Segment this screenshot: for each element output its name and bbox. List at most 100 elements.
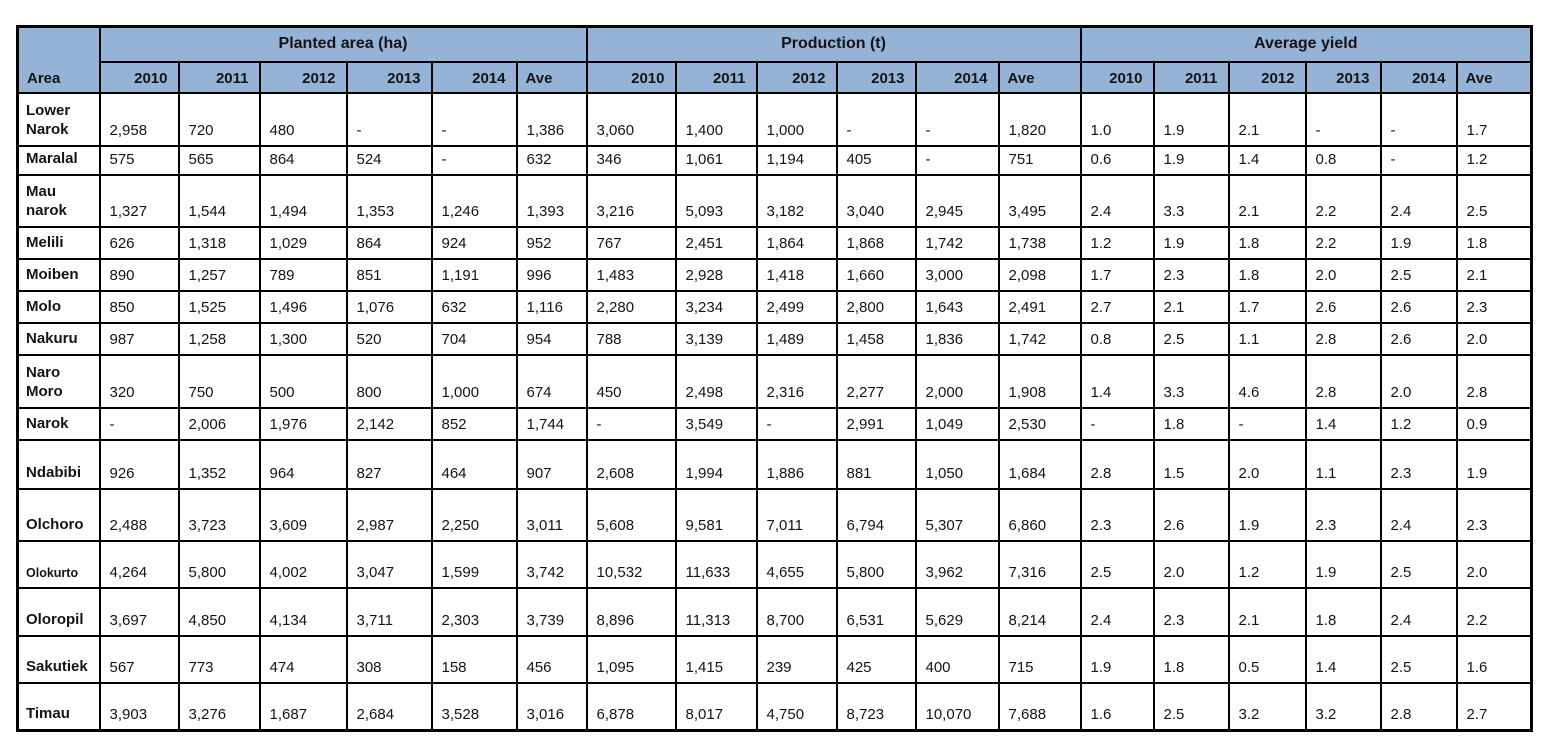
data-cell: -: [914, 91, 1000, 147]
column-header-2010: 2010: [585, 60, 677, 94]
data-cell: 0.8: [1079, 321, 1155, 356]
data-cell: 1.8: [1152, 406, 1230, 441]
data-cell: 8,723: [835, 681, 917, 732]
data-cell: 1,415: [674, 634, 758, 684]
data-cell: 6,878: [585, 681, 677, 732]
data-cell: 2,488: [98, 487, 180, 542]
table-row: Olokurto 4,264 5,800 4,002 3,047 1,599 3,742 10…: [16, 539, 1533, 589]
data-cell: 1.9: [1152, 225, 1230, 260]
data-cell: 750: [177, 353, 261, 409]
data-cell: 1,246: [430, 173, 518, 228]
area-cell: Melili: [16, 225, 101, 260]
data-cell: 954: [515, 321, 588, 356]
data-cell: 2,958: [98, 91, 180, 147]
data-cell: 2,498: [674, 353, 758, 409]
data-cell: 3,182: [755, 173, 838, 228]
data-cell: 0.9: [1455, 406, 1533, 441]
crop-statistics-table-container: Area Planted area (ha) Production (t) Av…: [16, 25, 1533, 732]
data-cell: 5,608: [585, 487, 677, 542]
area-cell: Moiben: [16, 257, 101, 292]
data-cell: 1.2: [1227, 539, 1307, 589]
data-cell: 464: [430, 438, 518, 490]
area-cell: Lower Narok: [16, 91, 101, 147]
data-cell: 4,850: [177, 586, 261, 637]
data-cell: 720: [177, 91, 261, 147]
data-cell: 2,006: [177, 406, 261, 441]
data-cell: 881: [835, 438, 917, 490]
data-cell: 2,250: [430, 487, 518, 542]
column-header-2013: 2013: [1304, 60, 1382, 94]
data-cell: 1.2: [1455, 144, 1533, 176]
data-cell: 2,280: [585, 289, 677, 324]
data-cell: 1,386: [515, 91, 588, 147]
data-cell: 8,214: [997, 586, 1082, 637]
data-cell: 926: [98, 438, 180, 490]
data-cell: -: [1304, 91, 1382, 147]
data-cell: -: [345, 91, 433, 147]
data-cell: -: [98, 406, 180, 441]
area-column-header: Area: [16, 25, 101, 94]
data-cell: 2.5: [1379, 257, 1458, 292]
data-cell: 346: [585, 144, 677, 176]
data-cell: 10,532: [585, 539, 677, 589]
data-cell: 1.9: [1152, 91, 1230, 147]
data-cell: 2.3: [1455, 289, 1533, 324]
column-header-ave: Ave: [997, 60, 1082, 94]
column-header-2011: 2011: [177, 60, 261, 94]
data-cell: 2,491: [997, 289, 1082, 324]
data-cell: 800: [345, 353, 433, 409]
data-cell: 1,352: [177, 438, 261, 490]
data-cell: 1.9: [1304, 539, 1382, 589]
data-cell: 11,633: [674, 539, 758, 589]
data-cell: 3.3: [1152, 173, 1230, 228]
data-cell: 575: [98, 144, 180, 176]
data-cell: 3,276: [177, 681, 261, 732]
data-cell: 1.2: [1379, 406, 1458, 441]
data-cell: 6,531: [835, 586, 917, 637]
data-cell: 2.6: [1304, 289, 1382, 324]
data-cell: 2.8: [1079, 438, 1155, 490]
data-cell: 2,303: [430, 586, 518, 637]
data-cell: 2.6: [1379, 289, 1458, 324]
data-cell: 1,660: [835, 257, 917, 292]
data-cell: 907: [515, 438, 588, 490]
data-cell: 1,976: [258, 406, 348, 441]
data-cell: 3,711: [345, 586, 433, 637]
data-cell: 3,528: [430, 681, 518, 732]
data-cell: 6,860: [997, 487, 1082, 542]
data-cell: 1,000: [755, 91, 838, 147]
data-cell: 2,684: [345, 681, 433, 732]
data-cell: 2.0: [1227, 438, 1307, 490]
data-cell: -: [430, 144, 518, 176]
data-cell: 3,723: [177, 487, 261, 542]
data-cell: 1,194: [755, 144, 838, 176]
data-cell: 1,076: [345, 289, 433, 324]
data-cell: 1,353: [345, 173, 433, 228]
data-cell: 1,458: [835, 321, 917, 356]
data-cell: -: [1227, 406, 1307, 441]
data-cell: 500: [258, 353, 348, 409]
data-cell: 1.9: [1455, 438, 1533, 490]
data-cell: 2,451: [674, 225, 758, 260]
data-cell: 1,393: [515, 173, 588, 228]
data-cell: 8,017: [674, 681, 758, 732]
table-row: Olchoro 2,488 3,723 3,609 2,987 2,250 3,011 5,6…: [16, 487, 1533, 542]
data-cell: 5,629: [914, 586, 1000, 637]
data-cell: 773: [177, 634, 261, 684]
column-header-2011: 2011: [674, 60, 758, 94]
data-cell: -: [585, 406, 677, 441]
data-cell: 1,544: [177, 173, 261, 228]
data-cell: 2.4: [1079, 173, 1155, 228]
data-cell: 2.8: [1304, 321, 1382, 356]
data-cell: 2.5: [1079, 539, 1155, 589]
data-cell: 1.9: [1152, 144, 1230, 176]
data-cell: 3,060: [585, 91, 677, 147]
data-cell: 2.0: [1455, 539, 1533, 589]
data-cell: 3,609: [258, 487, 348, 542]
data-cell: 1,684: [997, 438, 1082, 490]
data-cell: -: [1079, 406, 1155, 441]
data-cell: 1,116: [515, 289, 588, 324]
data-cell: 890: [98, 257, 180, 292]
table-row: Narok -2,006 1,976 2,142 852 1,744-3,549-2,99…: [16, 406, 1533, 441]
data-cell: 2.1: [1152, 289, 1230, 324]
